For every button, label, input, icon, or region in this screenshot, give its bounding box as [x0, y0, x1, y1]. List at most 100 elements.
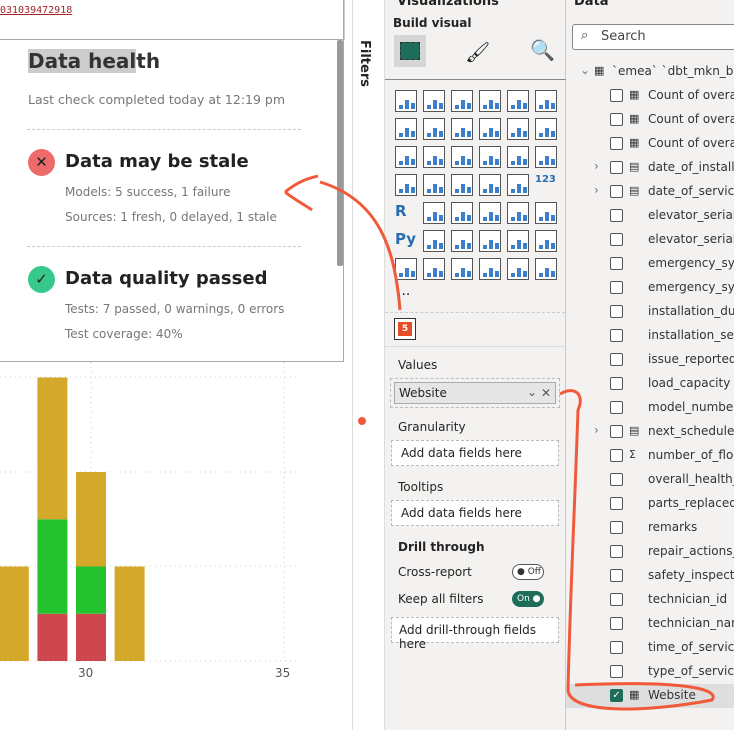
- tooltips-well[interactable]: Add data fields here: [391, 500, 559, 526]
- visual-type-icon[interactable]: [535, 118, 557, 140]
- visual-type-icon[interactable]: [507, 90, 529, 112]
- search-input[interactable]: ⌕ Search: [572, 24, 734, 50]
- field-row[interactable]: load_capacity: [566, 372, 734, 396]
- field-checkbox[interactable]: [610, 209, 623, 222]
- field-checkbox[interactable]: [610, 257, 623, 270]
- close-icon[interactable]: ✕: [540, 386, 551, 400]
- visual-type-icon[interactable]: [395, 146, 417, 168]
- field-row[interactable]: ✓ ▦ Website: [566, 684, 734, 708]
- more-visuals-button[interactable]: ...: [397, 283, 411, 299]
- visual-type-icon[interactable]: [535, 230, 557, 252]
- field-checkbox[interactable]: [610, 185, 623, 198]
- field-checkbox[interactable]: [610, 497, 623, 510]
- visual-type-icon[interactable]: [395, 174, 417, 196]
- visual-type-icon[interactable]: [507, 146, 529, 168]
- visual-type-icon[interactable]: [535, 90, 557, 112]
- visual-type-icon[interactable]: [395, 258, 417, 280]
- visual-type-icon[interactable]: 123: [535, 174, 556, 185]
- visual-type-icon[interactable]: [423, 230, 445, 252]
- field-row[interactable]: › ▤ date_of_installa...: [566, 156, 734, 180]
- field-row[interactable]: › ▤ date_of_service: [566, 180, 734, 204]
- field-checkbox[interactable]: [610, 113, 623, 126]
- visual-type-icon[interactable]: [395, 90, 417, 112]
- field-checkbox[interactable]: [610, 641, 623, 654]
- build-visual-tab[interactable]: [394, 35, 426, 67]
- field-row[interactable]: remarks: [566, 516, 734, 540]
- visual-type-icon[interactable]: [395, 118, 417, 140]
- visual-type-icon[interactable]: [479, 174, 501, 196]
- field-row[interactable]: repair_actions_t...: [566, 540, 734, 564]
- visual-type-icon[interactable]: [451, 90, 473, 112]
- visual-type-icon[interactable]: [479, 258, 501, 280]
- visual-type-icon[interactable]: [535, 258, 557, 280]
- visual-type-icon[interactable]: [507, 202, 529, 224]
- keep-filters-toggle[interactable]: On ●: [512, 591, 544, 607]
- field-row[interactable]: technician_name: [566, 612, 734, 636]
- visual-type-icon[interactable]: [423, 202, 445, 224]
- field-checkbox[interactable]: [610, 329, 623, 342]
- granularity-well[interactable]: Add data fields here: [391, 440, 559, 466]
- field-checkbox[interactable]: [610, 665, 623, 678]
- field-row[interactable]: overall_health_c...: [566, 468, 734, 492]
- visual-type-icon[interactable]: [507, 230, 529, 252]
- field-row[interactable]: parts_replaced: [566, 492, 734, 516]
- visual-type-icon[interactable]: [451, 118, 473, 140]
- analytics-icon[interactable]: 🔍: [530, 38, 555, 62]
- visual-type-icon[interactable]: [451, 258, 473, 280]
- visual-type-icon[interactable]: R: [395, 202, 407, 220]
- field-checkbox[interactable]: ✓: [610, 689, 623, 702]
- field-row[interactable]: elevator_serial_...: [566, 228, 734, 252]
- field-row[interactable]: model_number: [566, 396, 734, 420]
- chevron-right-icon[interactable]: ›: [594, 183, 599, 197]
- visual-type-icon[interactable]: [479, 230, 501, 252]
- visual-type-icon[interactable]: [423, 118, 445, 140]
- visual-type-icon[interactable]: [479, 202, 501, 224]
- url-text[interactable]: 031039472918: [0, 5, 73, 16]
- field-checkbox[interactable]: [610, 233, 623, 246]
- chevron-down-icon[interactable]: ⌄: [580, 63, 591, 77]
- field-checkbox[interactable]: [610, 89, 623, 102]
- field-row[interactable]: ▦ Count of overal...: [566, 108, 734, 132]
- field-row[interactable]: technician_id: [566, 588, 734, 612]
- visual-type-icon[interactable]: [479, 118, 501, 140]
- field-checkbox[interactable]: [610, 449, 623, 462]
- field-row[interactable]: Σnumber_of_floo...: [566, 444, 734, 468]
- field-row[interactable]: elevator_serial_...: [566, 204, 734, 228]
- field-checkbox[interactable]: [610, 377, 623, 390]
- field-checkbox[interactable]: [610, 353, 623, 366]
- field-row[interactable]: ▦ Count of overal...: [566, 132, 734, 156]
- visual-type-icon[interactable]: Py: [395, 230, 417, 248]
- field-checkbox[interactable]: [610, 545, 623, 558]
- visual-type-icon[interactable]: [451, 230, 473, 252]
- visual-type-icon[interactable]: [479, 146, 501, 168]
- field-checkbox[interactable]: [610, 305, 623, 318]
- visual-type-icon[interactable]: [479, 90, 501, 112]
- field-checkbox[interactable]: [610, 473, 623, 486]
- filters-pane-collapsed[interactable]: Filters: [352, 0, 384, 730]
- field-row[interactable]: time_of_service: [566, 636, 734, 660]
- field-row[interactable]: type_of_service: [566, 660, 734, 684]
- visual-type-icon[interactable]: [423, 90, 445, 112]
- html5-visual-icon[interactable]: 5: [394, 318, 416, 340]
- field-checkbox[interactable]: [610, 161, 623, 174]
- field-checkbox[interactable]: [610, 425, 623, 438]
- field-checkbox[interactable]: [610, 521, 623, 534]
- field-checkbox[interactable]: [610, 569, 623, 582]
- visual-type-icon[interactable]: [451, 146, 473, 168]
- chevron-right-icon[interactable]: ›: [594, 159, 599, 173]
- card-scrollbar[interactable]: [337, 40, 343, 266]
- field-checkbox[interactable]: [610, 281, 623, 294]
- field-row[interactable]: safety_inspectio...: [566, 564, 734, 588]
- visual-type-icon[interactable]: [507, 258, 529, 280]
- visual-type-icon[interactable]: [451, 202, 473, 224]
- field-row[interactable]: issue_reported: [566, 348, 734, 372]
- field-row[interactable]: installation_serv...: [566, 324, 734, 348]
- visual-type-icon[interactable]: [535, 202, 557, 224]
- values-field-website[interactable]: Website ⌄ ✕: [394, 382, 556, 404]
- field-row[interactable]: emergency_syst...: [566, 276, 734, 300]
- chevron-down-icon[interactable]: ⌄: [526, 385, 537, 399]
- field-checkbox[interactable]: [610, 593, 623, 606]
- field-row[interactable]: installation_dur...: [566, 300, 734, 324]
- table-node[interactable]: ⌄▦ `emea` `dbt_mkn_bron...: [566, 60, 734, 84]
- drill-through-well[interactable]: Add drill-through fields here: [391, 617, 559, 651]
